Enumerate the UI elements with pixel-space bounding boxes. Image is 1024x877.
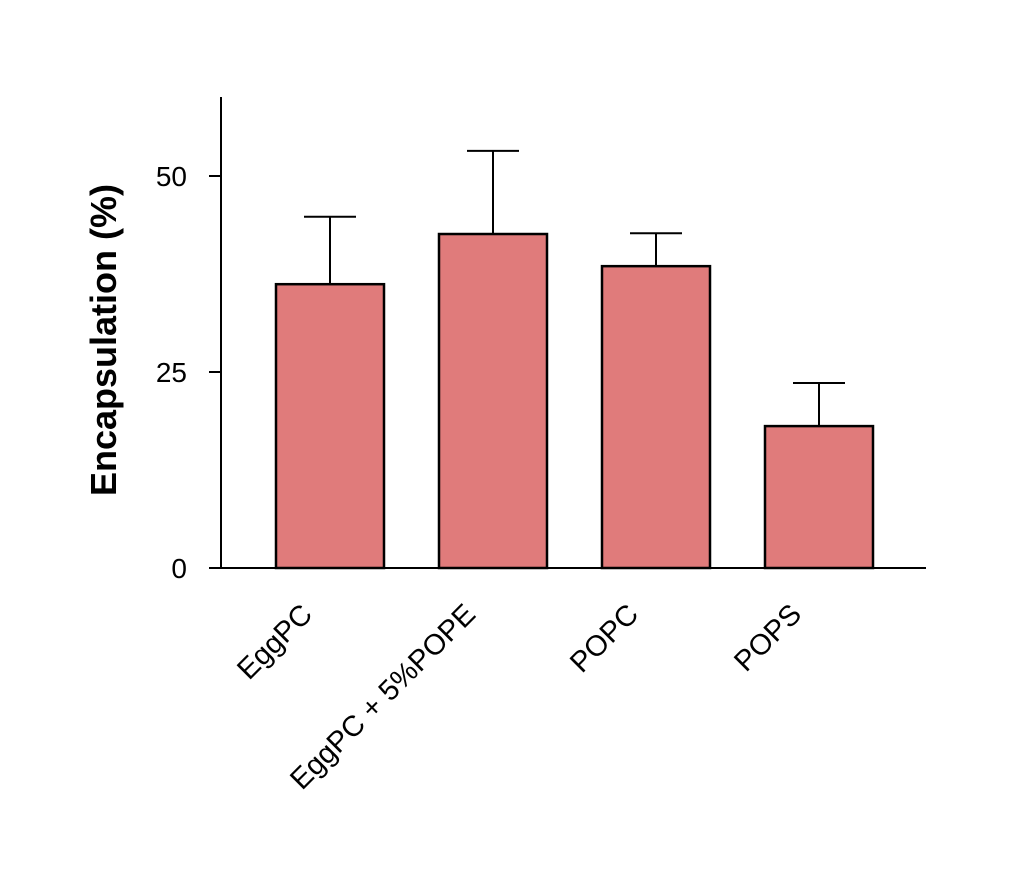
- y-axis-title: Encapsulation (%): [83, 184, 124, 496]
- y-tick-label: 25: [156, 357, 187, 388]
- bars-layer: [274, 232, 875, 570]
- x-tick-label: POPC: [564, 598, 645, 679]
- x-tick-label: EggPC + 5%POPE: [284, 598, 482, 796]
- x-tick-label: POPS: [728, 598, 808, 678]
- y-ticks-layer: 0 25 50: [156, 161, 221, 584]
- error-bars-layer: [304, 149, 845, 427]
- bar-0: [274, 282, 386, 570]
- y-tick-label: 0: [171, 553, 187, 584]
- bar-1: [437, 232, 549, 570]
- bar-3: [763, 424, 875, 570]
- bar-2: [600, 264, 712, 570]
- y-tick-label: 50: [156, 161, 187, 192]
- x-tick-label: EggPC: [231, 598, 319, 686]
